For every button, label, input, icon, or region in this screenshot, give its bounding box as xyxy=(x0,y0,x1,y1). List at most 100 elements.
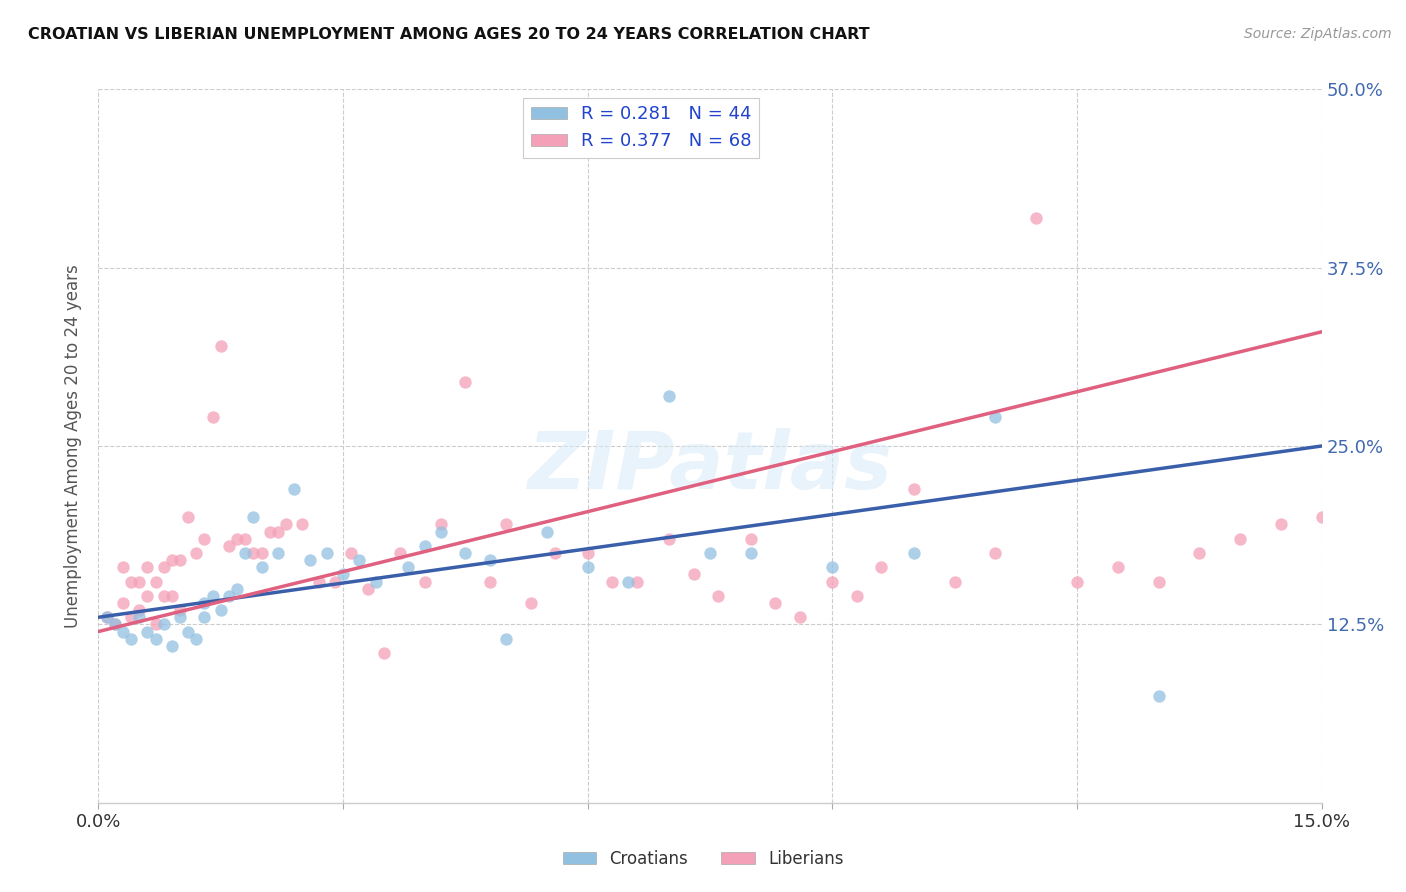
Point xyxy=(201,589,224,603)
Point xyxy=(267,546,290,560)
Point xyxy=(454,546,477,560)
Point xyxy=(984,410,1007,425)
Point xyxy=(128,610,150,624)
Point xyxy=(120,574,142,589)
Text: Source: ZipAtlas.com: Source: ZipAtlas.com xyxy=(1244,27,1392,41)
Point xyxy=(283,482,305,496)
Point xyxy=(96,610,118,624)
Point xyxy=(160,639,183,653)
Point xyxy=(454,375,477,389)
Text: CROATIAN VS LIBERIAN UNEMPLOYMENT AMONG AGES 20 TO 24 YEARS CORRELATION CHART: CROATIAN VS LIBERIAN UNEMPLOYMENT AMONG … xyxy=(28,27,870,42)
Point xyxy=(870,560,893,574)
Point xyxy=(1147,689,1170,703)
Point xyxy=(323,574,346,589)
Point xyxy=(145,574,167,589)
Point xyxy=(259,524,281,539)
Point xyxy=(274,517,297,532)
Point xyxy=(226,582,249,596)
Point xyxy=(544,546,567,560)
Point xyxy=(160,589,183,603)
Point xyxy=(250,546,273,560)
Point xyxy=(1147,574,1170,589)
Legend: R = 0.281   N = 44, R = 0.377   N = 68: R = 0.281 N = 44, R = 0.377 N = 68 xyxy=(523,98,759,158)
Point xyxy=(1270,517,1292,532)
Point xyxy=(201,410,224,425)
Point xyxy=(299,553,322,567)
Point xyxy=(120,632,142,646)
Point xyxy=(626,574,648,589)
Legend: Croatians, Liberians: Croatians, Liberians xyxy=(555,844,851,875)
Point xyxy=(495,517,517,532)
Point xyxy=(160,553,183,567)
Point xyxy=(136,624,159,639)
Point xyxy=(658,532,681,546)
Point xyxy=(396,560,419,574)
Point xyxy=(242,546,264,560)
Point xyxy=(903,482,925,496)
Point xyxy=(845,589,868,603)
Point xyxy=(763,596,786,610)
Text: ZIPatlas: ZIPatlas xyxy=(527,428,893,507)
Point xyxy=(111,560,134,574)
Point xyxy=(111,624,134,639)
Point xyxy=(315,546,337,560)
Point xyxy=(96,610,118,624)
Point xyxy=(209,339,232,353)
Point xyxy=(903,546,925,560)
Point xyxy=(177,624,200,639)
Point xyxy=(699,546,721,560)
Point xyxy=(943,574,966,589)
Point xyxy=(789,610,811,624)
Point xyxy=(519,596,541,610)
Point xyxy=(617,574,640,589)
Point xyxy=(349,553,371,567)
Point xyxy=(821,574,844,589)
Point xyxy=(186,546,208,560)
Point xyxy=(984,546,1007,560)
Point xyxy=(233,532,256,546)
Point xyxy=(821,560,844,574)
Point xyxy=(413,574,436,589)
Point xyxy=(576,546,599,560)
Point xyxy=(658,389,681,403)
Point xyxy=(120,610,142,624)
Point xyxy=(152,617,174,632)
Point xyxy=(1188,546,1211,560)
Point xyxy=(104,617,127,632)
Point xyxy=(169,553,191,567)
Point xyxy=(128,603,150,617)
Point xyxy=(600,574,623,589)
Point xyxy=(104,617,127,632)
Point xyxy=(193,610,215,624)
Point xyxy=(413,539,436,553)
Point xyxy=(193,596,215,610)
Point xyxy=(478,553,501,567)
Point xyxy=(740,546,762,560)
Point xyxy=(389,546,412,560)
Point xyxy=(152,589,174,603)
Point xyxy=(169,610,191,624)
Point xyxy=(111,596,134,610)
Point xyxy=(430,517,453,532)
Point xyxy=(682,567,704,582)
Point xyxy=(145,632,167,646)
Point xyxy=(291,517,314,532)
Point xyxy=(1310,510,1333,524)
Point xyxy=(576,560,599,574)
Point xyxy=(128,574,150,589)
Point xyxy=(169,603,191,617)
Point xyxy=(177,510,200,524)
Point xyxy=(430,524,453,539)
Point xyxy=(136,589,159,603)
Point xyxy=(218,589,240,603)
Point xyxy=(136,560,159,574)
Point xyxy=(242,510,264,524)
Point xyxy=(373,646,395,660)
Point xyxy=(250,560,273,574)
Point xyxy=(332,567,354,582)
Point xyxy=(218,539,240,553)
Point xyxy=(186,632,208,646)
Point xyxy=(536,524,558,539)
Y-axis label: Unemployment Among Ages 20 to 24 years: Unemployment Among Ages 20 to 24 years xyxy=(65,264,83,628)
Point xyxy=(740,532,762,546)
